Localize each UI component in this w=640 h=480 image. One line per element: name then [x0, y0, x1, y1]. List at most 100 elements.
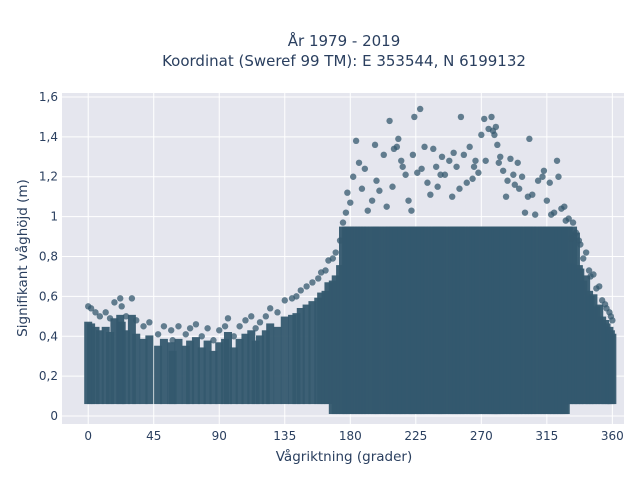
data-point	[494, 141, 501, 149]
data-point-cluster	[302, 304, 311, 405]
data-point	[568, 235, 575, 242]
data-point	[339, 219, 347, 226]
data-point-cluster	[159, 338, 168, 405]
data-point	[590, 271, 597, 278]
data-point	[309, 279, 316, 286]
data-point	[540, 167, 548, 174]
data-point	[256, 319, 264, 326]
data-point	[106, 315, 114, 322]
y-tick-label: 0,4	[39, 329, 58, 343]
data-point-cluster	[122, 330, 131, 405]
data-point	[102, 309, 109, 316]
data-point	[293, 293, 300, 300]
data-point-cluster	[197, 347, 206, 405]
data-point	[364, 207, 371, 214]
data-point	[550, 209, 558, 216]
data-point-cluster	[106, 331, 115, 405]
data-point	[491, 131, 498, 139]
data-point-cluster	[132, 333, 141, 405]
data-point	[405, 197, 412, 204]
data-point	[469, 175, 476, 182]
data-point	[198, 333, 205, 340]
data-point	[510, 171, 517, 178]
data-point	[499, 167, 507, 174]
data-point	[515, 185, 523, 192]
data-point	[409, 151, 417, 159]
data-point-cluster	[273, 326, 282, 405]
data-point	[534, 177, 542, 184]
data-point	[393, 143, 401, 151]
data-point	[92, 309, 99, 316]
data-point	[355, 159, 363, 166]
data-point	[416, 105, 424, 113]
data-point	[389, 183, 396, 190]
data-point-cluster	[324, 282, 333, 405]
data-point	[446, 157, 453, 164]
data-point-cluster	[266, 323, 275, 405]
chart-title-line1: År 1979 - 2019	[288, 31, 401, 50]
data-point-cluster	[440, 226, 449, 415]
data-point	[87, 305, 95, 312]
data-point-cluster	[261, 330, 270, 405]
data-point	[408, 207, 415, 214]
data-point	[543, 197, 551, 204]
data-point	[434, 183, 441, 190]
data-point	[224, 315, 232, 322]
data-point	[216, 327, 223, 334]
data-point	[430, 145, 437, 153]
x-tick-label: 225	[404, 429, 427, 443]
y-tick-label: 1,2	[39, 170, 58, 184]
data-point	[398, 157, 405, 164]
data-point-cluster	[229, 347, 238, 405]
data-point	[596, 283, 603, 290]
y-tick-label: 1,6	[39, 90, 58, 104]
data-point	[475, 169, 482, 176]
data-point-cluster	[91, 326, 100, 405]
points-layer	[84, 105, 617, 415]
data-point	[373, 177, 380, 184]
data-point-cluster	[288, 314, 297, 405]
data-point	[555, 173, 562, 180]
data-point	[502, 193, 510, 200]
data-point-cluster	[308, 301, 317, 405]
data-point	[472, 157, 479, 164]
data-point-cluster	[191, 337, 200, 405]
data-point-cluster	[608, 333, 617, 405]
data-point	[438, 153, 446, 161]
y-tick-label: 0,6	[39, 289, 58, 303]
data-point	[565, 215, 572, 222]
data-point	[146, 319, 153, 326]
data-point	[457, 113, 465, 121]
data-point	[427, 191, 434, 198]
y-tick-label: 0	[50, 409, 58, 423]
data-point	[267, 305, 274, 312]
data-point	[577, 241, 584, 248]
data-point	[236, 323, 243, 330]
data-point	[274, 309, 281, 316]
x-tick-label: 180	[339, 429, 362, 443]
data-point-cluster	[363, 226, 372, 415]
data-point	[160, 323, 168, 330]
data-point-cluster	[223, 331, 232, 405]
data-point	[448, 193, 456, 200]
data-point-cluster	[203, 340, 212, 405]
data-point	[478, 131, 485, 139]
data-point	[154, 331, 162, 338]
data-point	[281, 297, 288, 304]
data-point	[352, 137, 360, 145]
data-point-cluster	[139, 338, 148, 405]
data-point	[441, 171, 449, 178]
data-point-cluster	[331, 275, 340, 415]
data-point	[488, 113, 495, 121]
data-point	[297, 287, 304, 294]
data-point	[531, 211, 539, 218]
data-point-cluster	[145, 335, 154, 405]
data-point	[342, 209, 350, 216]
x-tick-label: 45	[146, 429, 161, 443]
y-tick-label: 0,8	[39, 250, 58, 264]
data-point	[463, 179, 470, 186]
data-point-cluster	[251, 340, 260, 405]
data-point	[262, 313, 270, 320]
data-point-cluster	[168, 350, 177, 405]
